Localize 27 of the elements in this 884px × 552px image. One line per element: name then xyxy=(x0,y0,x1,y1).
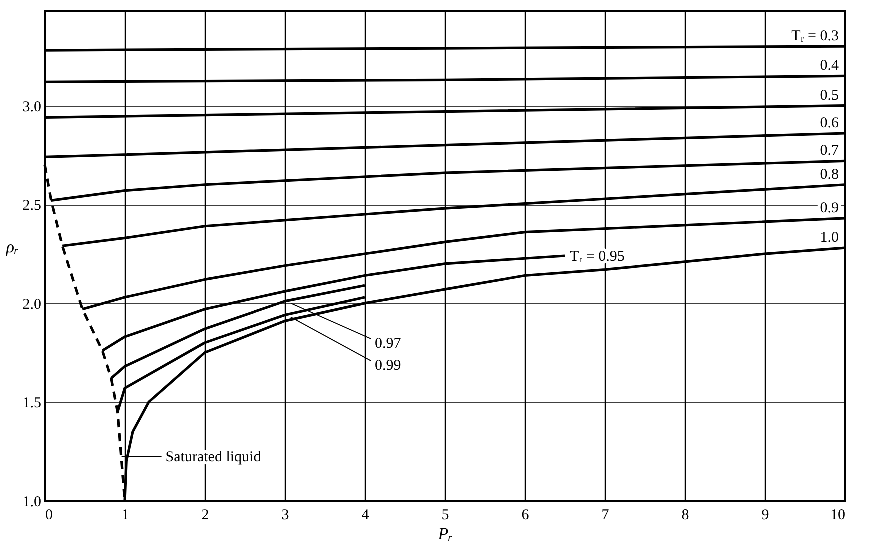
x-tick-label: 4 xyxy=(362,508,370,524)
x-tick-label: 2 xyxy=(202,508,210,524)
y-tick-label: 1.5 xyxy=(22,396,42,412)
x-axis-title: Pᵣ xyxy=(437,524,453,544)
series-label: 0.5 xyxy=(820,88,839,104)
y-tick-label: 3.0 xyxy=(22,99,42,116)
y-tick-label: 2.0 xyxy=(22,296,42,313)
series-label: 0.8 xyxy=(820,166,839,183)
text: 0.99 xyxy=(375,358,402,374)
series-label: 0.4 xyxy=(820,58,840,74)
series-label: 0.7 xyxy=(820,143,840,160)
x-tick-label: 3 xyxy=(282,508,290,524)
y-axis-title: ρᵣ xyxy=(5,238,19,256)
series-label: Tᵣ = 0.3 xyxy=(792,28,839,45)
y-tick-label: 2.5 xyxy=(22,198,42,214)
x-tick-label: 8 xyxy=(682,508,690,524)
series-label: 1.0 xyxy=(820,230,839,246)
text: 0.97 xyxy=(375,336,402,352)
y-tick-label: 1.0 xyxy=(22,494,42,510)
x-tick-label: 0 xyxy=(46,508,53,524)
x-tick-label: 6 xyxy=(522,508,530,524)
x-tick-label: 5 xyxy=(442,508,450,524)
x-tick-label: 10 xyxy=(830,508,846,524)
series-label: 0.6 xyxy=(820,116,840,132)
x-tick-label: 1 xyxy=(122,508,130,524)
x-tick-label: 7 xyxy=(602,508,610,524)
x-tick-label: 9 xyxy=(762,508,770,524)
